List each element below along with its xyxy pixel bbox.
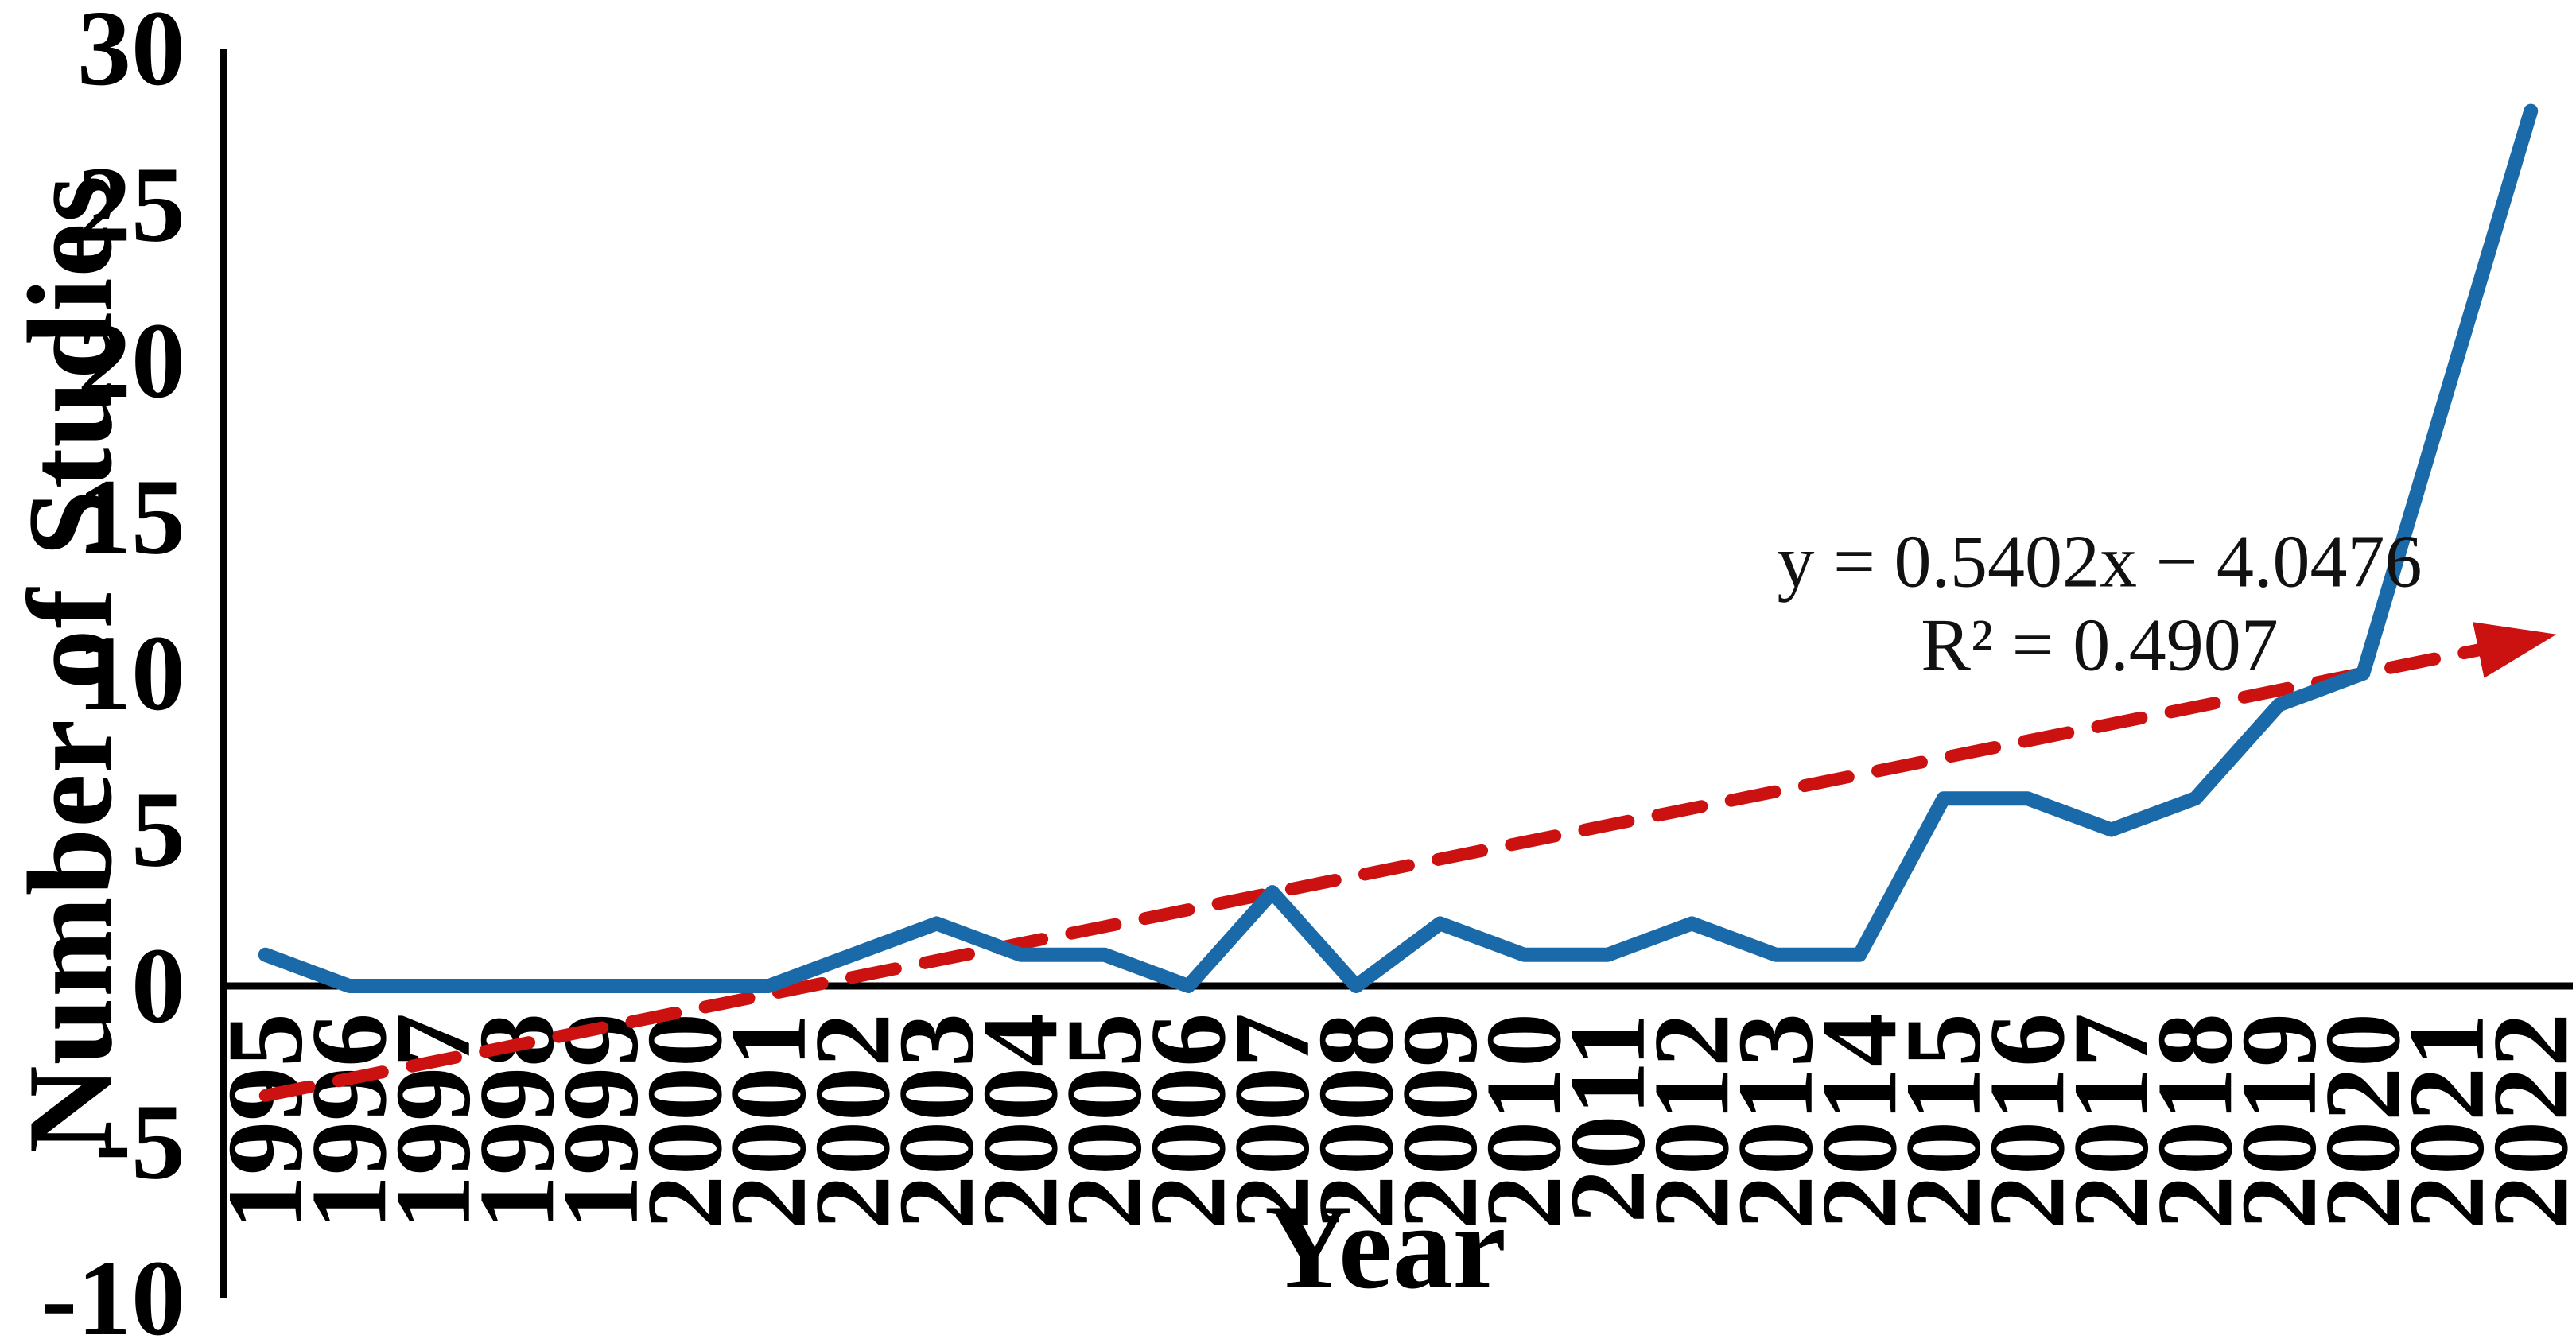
y-tick-label: 15 bbox=[77, 458, 185, 577]
x-tick-label: 2016 bbox=[1968, 1013, 2087, 1229]
x-tick-label: 2003 bbox=[877, 1013, 997, 1229]
x-tick-label: 2007 bbox=[1213, 1013, 1332, 1229]
x-tick-label: 2005 bbox=[1045, 1013, 1164, 1229]
y-tick-label: -5 bbox=[95, 1083, 185, 1202]
trendline-equation: y = 0.5402x − 4.0476 bbox=[1777, 520, 2423, 604]
x-tick-label: 2012 bbox=[1632, 1013, 1751, 1229]
x-tick-label: 2013 bbox=[1716, 1013, 1836, 1229]
x-tick-label: 2009 bbox=[1381, 1013, 1500, 1229]
y-axis-title: Number of Studies bbox=[3, 174, 137, 1154]
x-tick-label: 2010 bbox=[1464, 1013, 1583, 1229]
x-tick-label: 2018 bbox=[2135, 1013, 2255, 1229]
x-tick-label: 2008 bbox=[1296, 1013, 1416, 1229]
y-tick-label: 5 bbox=[131, 770, 185, 890]
x-tick-label: 2017 bbox=[2052, 1013, 2171, 1229]
x-axis-title: Year bbox=[1265, 1180, 1506, 1314]
x-tick-label: 2002 bbox=[793, 1013, 912, 1229]
y-tick-label: 0 bbox=[131, 926, 185, 1046]
x-tick-label: 2014 bbox=[1800, 1013, 1919, 1229]
x-tick-label: 1997 bbox=[374, 1013, 493, 1229]
x-tick-label: 1999 bbox=[542, 1013, 661, 1229]
studies-line bbox=[258, 103, 2539, 993]
x-tick-label: 2004 bbox=[961, 1013, 1080, 1229]
x-tick-label: 1996 bbox=[289, 1013, 409, 1229]
x-tick-label: 2019 bbox=[2220, 1013, 2339, 1229]
x-tick-label: 2021 bbox=[2388, 1013, 2507, 1229]
trendline-r-squared: R² = 0.4907 bbox=[1921, 604, 2279, 687]
y-tick-label: -10 bbox=[41, 1239, 185, 1343]
y-tick-label: 30 bbox=[77, 0, 185, 108]
y-tick-label: 20 bbox=[77, 301, 185, 421]
trendline-annotation: y = 0.5402x − 4.0476 R² = 0.4907 bbox=[1777, 521, 2422, 689]
x-tick-label: 2000 bbox=[625, 1013, 744, 1229]
y-tick-label: 10 bbox=[77, 614, 185, 733]
x-tick-label: 2015 bbox=[1884, 1013, 2003, 1229]
x-tick-label: 1995 bbox=[206, 1013, 325, 1229]
x-tick-label: 2022 bbox=[2471, 1013, 2576, 1229]
trendline bbox=[258, 622, 2557, 1102]
x-tick-label: 2001 bbox=[709, 1013, 829, 1229]
x-tick-label: 2011 bbox=[1548, 1013, 1668, 1224]
x-tick-label: 2006 bbox=[1129, 1013, 1248, 1229]
x-tick-label: 2020 bbox=[2303, 1013, 2423, 1229]
y-tick-label: 25 bbox=[77, 146, 185, 265]
